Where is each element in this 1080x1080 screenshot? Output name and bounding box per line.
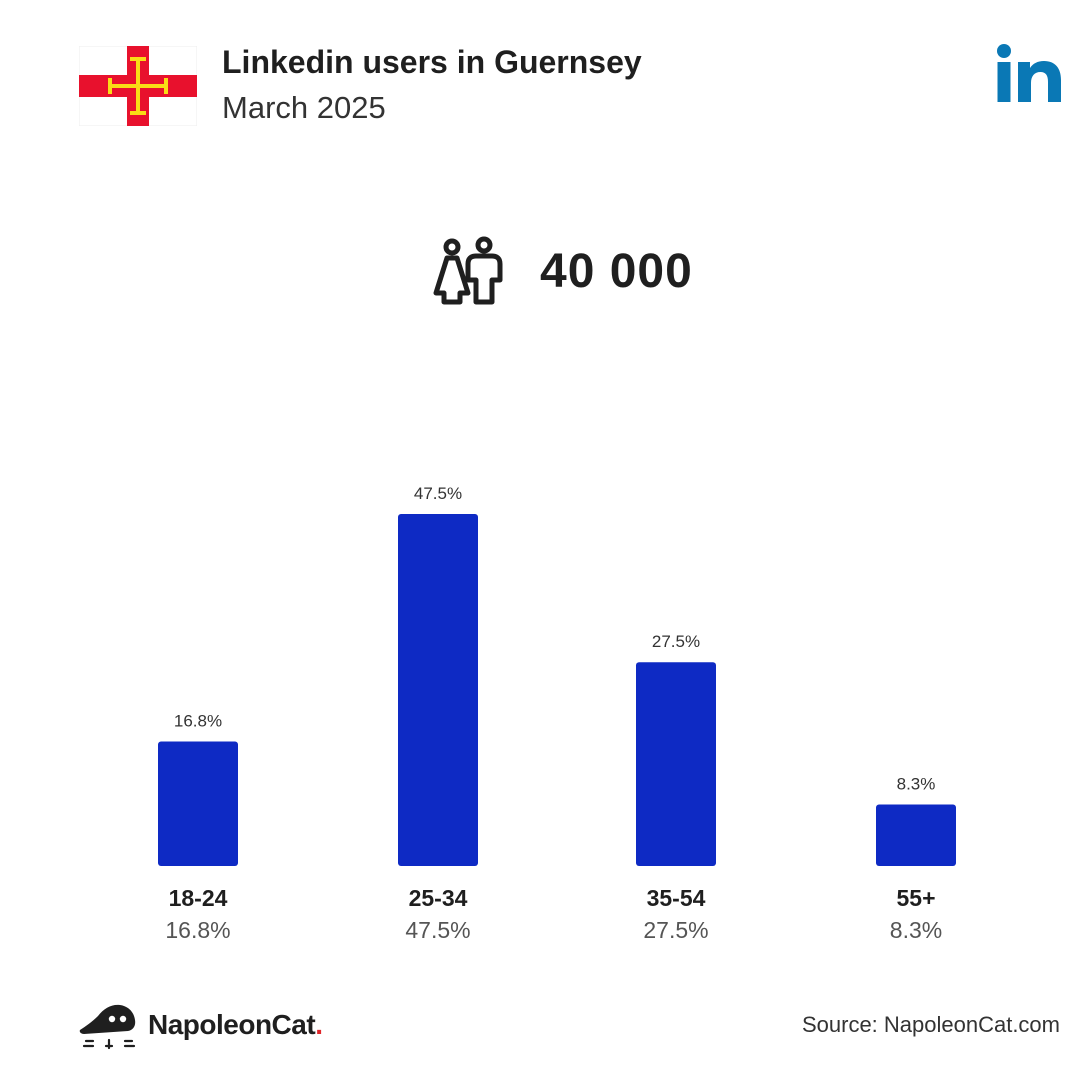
people-icon (433, 236, 503, 305)
bar-value-label: 16.8% (174, 712, 222, 731)
brand-name: NapoleonCat (148, 1009, 316, 1040)
page-title: Linkedin users in Guernsey (222, 44, 642, 80)
bar-55+ (876, 804, 956, 866)
category-label: 55+ (896, 885, 935, 911)
napoleoncat-brand: NapoleonCat. (148, 1009, 323, 1041)
category-percent-label: 16.8% (165, 917, 230, 943)
page-subtitle: March 2025 (222, 90, 386, 125)
category-percent-label: 8.3% (890, 917, 942, 943)
age-distribution-chart: 16.8% 18-24 16.8% 47.5% 25-34 47.5% 27.5% 35-54… (158, 484, 956, 943)
bar-value-label: 27.5% (652, 632, 700, 651)
bar-35-54 (636, 662, 716, 866)
bar-25-34 (398, 514, 478, 866)
linkedin-logo-icon (997, 44, 1061, 102)
category-label: 18-24 (169, 885, 228, 911)
total-users-summary: 40 000 (432, 236, 693, 306)
napoleoncat-logo-icon (79, 1004, 136, 1050)
brand-dot: . (315, 1009, 323, 1040)
source-credit: Source: NapoleonCat.com (801, 1012, 1060, 1037)
flag-gold-cross (108, 57, 168, 115)
total-users-value: 40 000 (540, 244, 693, 298)
category-percent-label: 47.5% (405, 917, 470, 943)
bar-value-label: 8.3% (897, 774, 936, 793)
category-label: 35-54 (647, 885, 706, 911)
bar-18-24 (158, 741, 238, 866)
guernsey-flag-icon (79, 46, 197, 126)
bar-value-label: 47.5% (414, 484, 462, 503)
category-label: 25-34 (409, 885, 468, 911)
category-percent-label: 27.5% (643, 917, 708, 943)
